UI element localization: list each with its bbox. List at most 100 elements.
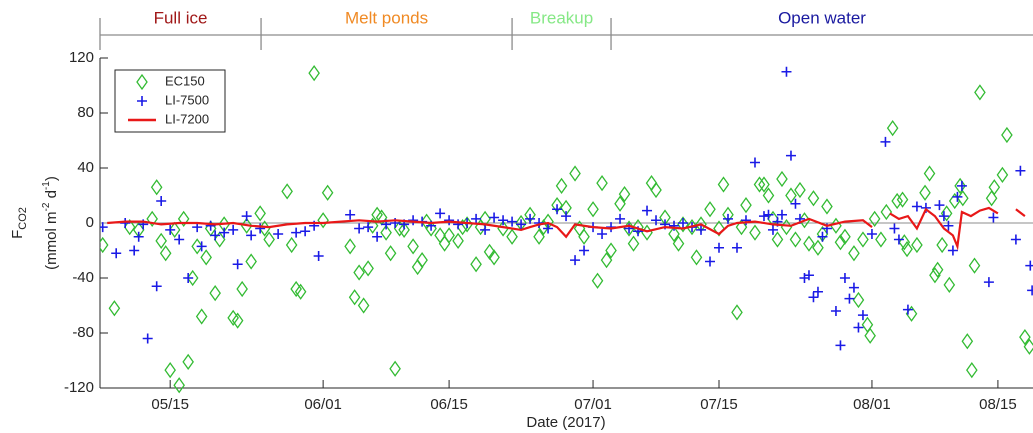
legend-label: EC150 (165, 73, 205, 88)
data-point (956, 180, 967, 191)
data-point (227, 309, 239, 326)
data-point (313, 251, 324, 261)
y-label-main: F (9, 230, 26, 239)
data-point (627, 235, 640, 252)
data-point (803, 235, 815, 252)
data-point (749, 157, 760, 168)
data-point (151, 281, 162, 292)
data-point (807, 190, 820, 207)
data-point (1019, 329, 1031, 346)
data-point (785, 187, 797, 204)
data-point (834, 234, 847, 251)
data-point (852, 291, 865, 309)
data-point (1001, 126, 1013, 144)
data-point (444, 215, 455, 226)
data-point (165, 224, 176, 235)
data-point (416, 252, 428, 269)
data-point (968, 257, 981, 274)
data-point (389, 360, 401, 377)
data-point (1015, 165, 1026, 176)
data-point (812, 286, 823, 297)
data-point (605, 242, 617, 259)
data-point (830, 306, 841, 316)
data-point (380, 224, 392, 241)
data-point (453, 219, 464, 230)
legend-marker (137, 96, 147, 106)
data-point (954, 177, 966, 194)
data-point (740, 215, 751, 226)
data-point (731, 242, 742, 253)
data-point (245, 253, 257, 270)
data-point (200, 249, 212, 266)
data-point (498, 215, 509, 226)
legend-box (114, 69, 226, 133)
y-tick-label: 120 (69, 49, 94, 66)
data-point (533, 228, 545, 245)
data-line (107, 206, 1026, 251)
data-point (348, 289, 361, 306)
data-point (758, 211, 769, 222)
data-point (552, 204, 563, 215)
data-point (763, 209, 774, 220)
data-point (952, 191, 963, 202)
data-point (714, 242, 725, 253)
data-point (919, 184, 931, 201)
data-point (940, 205, 953, 222)
data-point (317, 212, 329, 229)
data-point (168, 221, 181, 238)
data-point (579, 245, 590, 256)
data-point (164, 362, 176, 379)
data-point (488, 249, 500, 266)
data-point (988, 212, 999, 223)
y-tick-label: 0 (86, 214, 94, 231)
data-point (771, 231, 784, 248)
data-point (219, 227, 230, 238)
data-point (353, 264, 365, 281)
data-point (776, 170, 788, 188)
data-point (1010, 234, 1021, 245)
data-point (525, 213, 536, 224)
data-point (195, 308, 208, 325)
y-label-sub: CO2 (17, 207, 29, 230)
legend-marker (136, 73, 148, 91)
data-point (240, 217, 253, 234)
data-point (191, 238, 203, 255)
data-point (232, 259, 243, 270)
data-point (614, 195, 626, 212)
plot-area (100, 65, 1033, 394)
data-point (857, 231, 869, 248)
legend-label: LI-7500 (165, 92, 209, 107)
data-point (651, 215, 662, 226)
data-point (255, 223, 266, 234)
data-point (780, 219, 793, 236)
data-point (507, 216, 518, 227)
data-point (133, 231, 144, 242)
data-point (182, 353, 194, 370)
data-point (1025, 260, 1033, 271)
y-tick-label: -40 (72, 269, 94, 286)
data-point (848, 282, 859, 293)
data-point (974, 84, 986, 101)
data-point (209, 285, 221, 302)
phase-label: Full ice (154, 8, 208, 27)
y-tick-label: 40 (77, 159, 94, 176)
data-point (596, 175, 608, 192)
data-point (645, 175, 658, 192)
data-point (254, 205, 266, 222)
data-point (844, 293, 855, 304)
data-point (776, 209, 787, 220)
data-point (411, 258, 424, 276)
data-point (555, 177, 568, 194)
y-tick-label: -80 (72, 324, 94, 341)
data-point (767, 224, 778, 235)
data-point (600, 252, 613, 269)
data-point (506, 228, 518, 245)
data-point (821, 198, 833, 215)
data-point (308, 65, 320, 82)
data-point (263, 231, 275, 248)
data-point (1027, 285, 1033, 296)
data-point (866, 229, 877, 239)
data-point (713, 220, 725, 237)
data-point (931, 261, 944, 278)
